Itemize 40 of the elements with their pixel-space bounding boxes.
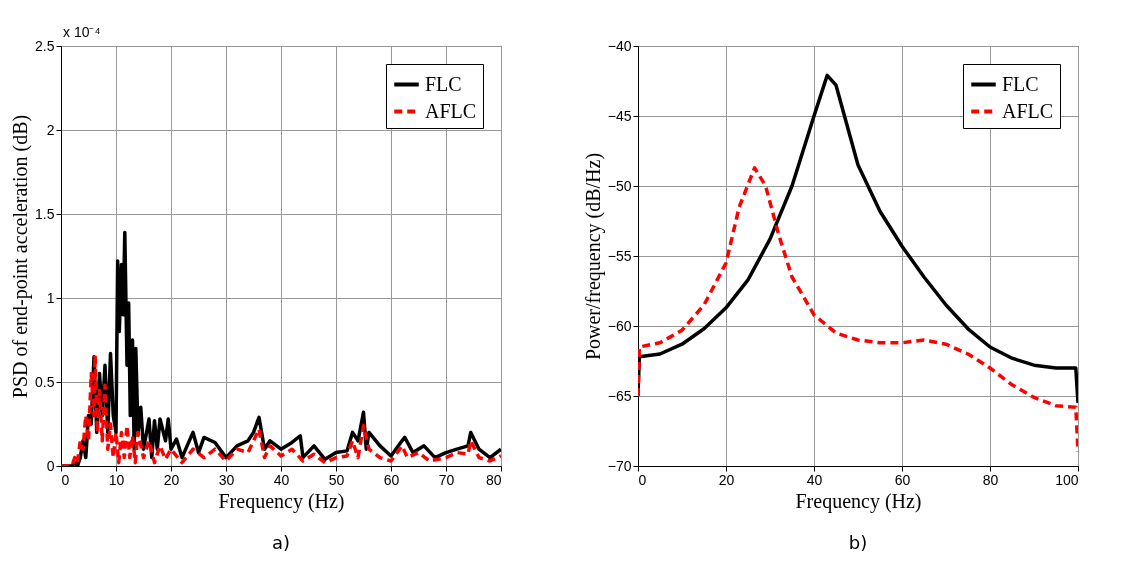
x-tick-label: 100 [1055,471,1079,488]
line-series [638,166,1078,454]
x-axis-title: Frequency (Hz) [795,489,922,513]
x-tick-label: 80 [485,471,502,488]
x-tick-label: 40 [273,471,290,488]
y-tick-label: 0.5 [35,373,55,390]
y-tick-label: −50 [607,177,632,194]
y-tick-label: −40 [607,37,632,54]
text: a) [271,532,291,553]
text: b) [848,532,868,553]
y-tick-label: −60 [607,317,632,334]
y-tick-label: −55 [607,247,632,264]
x-tick-label: 20 [163,471,180,488]
x-tick-label: 20 [718,471,735,488]
x-tick-label: 0 [61,471,70,488]
y-axis-title: PSD of end-point acceleration (dB) [9,114,33,399]
y-tick-label: −70 [607,457,632,474]
x-tick-label: 50 [328,471,345,488]
x-tick-label: 40 [806,471,823,488]
legend-label: AFLC [425,99,477,122]
y-tick-label: 2.5 [35,37,55,54]
y-tick-label: 2 [46,121,55,138]
legend-label: FLC [1002,72,1039,95]
x-tick-label: 30 [218,471,235,488]
y-axis-title: Power/frequency (dB/Hz) [581,152,605,361]
x-tick-label: 70 [438,471,455,488]
x-tick-label: 80 [982,471,999,488]
text: x 10⁻⁴ [63,24,101,40]
y-tick-label: 0 [46,457,55,474]
y-tick-label: −45 [607,107,632,124]
legend-label: AFLC [1002,99,1054,122]
x-tick-label: 60 [894,471,911,488]
legend-label: FLC [425,72,462,95]
x-axis-title: Frequency (Hz) [218,489,345,513]
y-tick-label: 1 [46,289,55,306]
x-tick-label: 60 [383,471,400,488]
x-tick-label: 0 [638,471,647,488]
x-tick-label: 10 [108,471,125,488]
y-tick-label: 1.5 [35,205,55,222]
y-tick-label: −65 [607,387,632,404]
